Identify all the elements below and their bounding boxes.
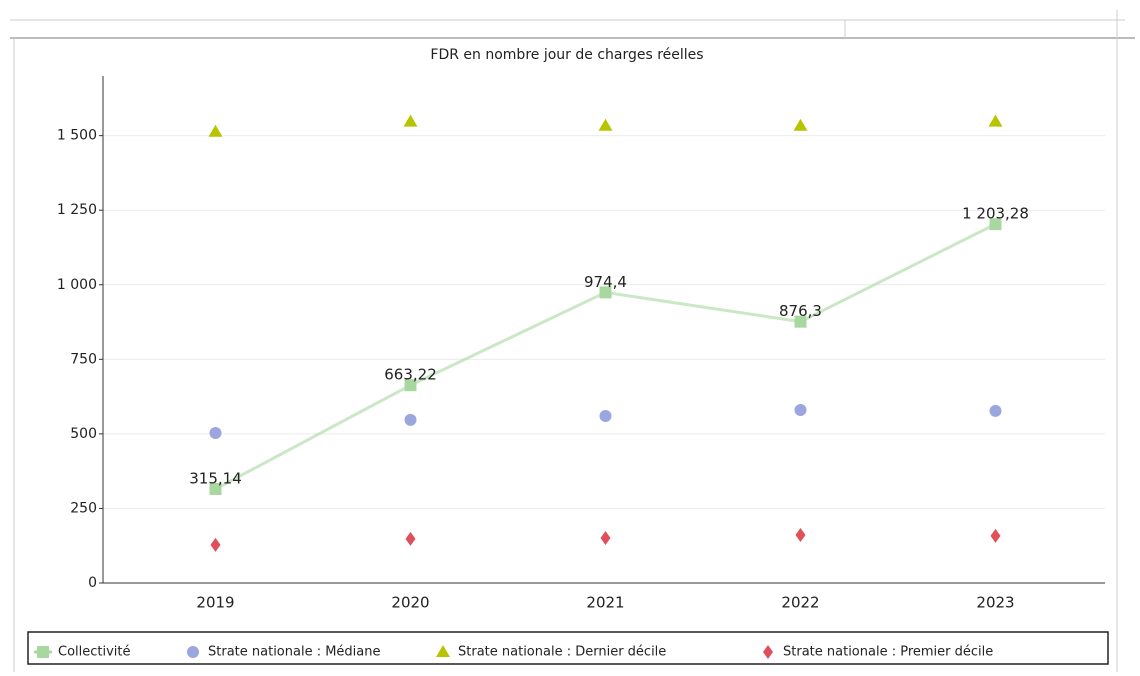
y-tick-label: 500 [70,426,97,442]
legend-box [27,631,1109,665]
marker [600,530,611,545]
marker [404,379,417,392]
y-tick-label: 1 250 [57,202,97,218]
data-label: 315,14 [189,470,242,488]
marker [403,114,418,127]
legend-marker [436,645,450,657]
legend-label: Strate nationale : Médiane [208,645,381,660]
legend-label: Collectivité [58,645,131,660]
marker [795,527,806,542]
data-label: 663,22 [384,366,437,384]
marker [210,537,221,552]
marker [405,531,416,546]
legend-marker [187,646,199,658]
y-tick-label: 250 [70,500,97,516]
marker [989,404,1002,417]
marker [209,426,222,439]
data-label: 974,4 [584,273,627,291]
marker [794,404,807,417]
chart-title: FDR en nombre jour de charges réelles [430,47,703,63]
data-label: 876,3 [779,302,822,320]
marker [208,124,223,137]
legend-label: Strate nationale : Premier décile [783,645,993,660]
marker [988,114,1003,127]
marker [599,286,612,299]
y-tick-label: 1 000 [57,277,97,293]
x-tick-label: 2021 [586,594,624,612]
y-tick-label: 0 [88,575,97,591]
y-tick-label: 750 [70,351,97,367]
marker [990,528,1001,543]
legend-marker [37,646,49,658]
x-tick-label: 2022 [781,594,819,612]
marker [794,315,807,328]
legend-marker [763,645,773,659]
marker [989,218,1002,231]
x-tick-label: 2023 [976,594,1014,612]
marker [599,409,612,422]
marker [793,118,808,131]
x-tick-label: 2019 [196,594,234,612]
x-tick-label: 2020 [391,594,429,612]
marker [404,413,417,426]
data-label: 1 203,28 [962,205,1029,223]
y-tick-label: 1 500 [57,128,97,144]
marker [598,118,613,131]
legend-label: Strate nationale : Dernier décile [458,645,666,660]
marker [209,483,222,496]
